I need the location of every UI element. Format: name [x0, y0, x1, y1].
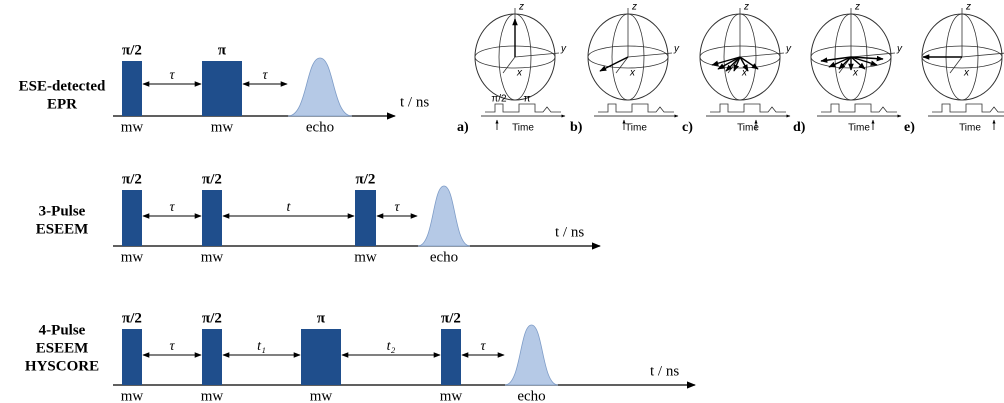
panel-label: a) [457, 120, 469, 135]
sequence-label: EPR [47, 96, 77, 112]
pulse [355, 190, 376, 246]
delay-label: τ [169, 200, 175, 215]
axis-name: x [963, 68, 970, 79]
pulse [441, 329, 461, 385]
panel-label: d) [793, 120, 806, 135]
y-axis [628, 53, 672, 57]
pulse [202, 190, 222, 246]
delay-label: t₁ [257, 339, 266, 354]
bloch-panel: zyxTimec) [682, 2, 792, 136]
sequence-label: ESEEM [36, 221, 89, 237]
time-label: Time [737, 123, 759, 134]
trace-pulse-label: π/2 [491, 94, 507, 105]
delay-label: t₂ [387, 339, 396, 354]
pulse-trace [710, 104, 786, 112]
time-label: Time [959, 123, 981, 134]
pulse-source: mw [121, 249, 144, 265]
delay-label: τ [262, 68, 268, 83]
pulse-source: mw [310, 388, 333, 403]
delay-label: τ [169, 339, 175, 354]
axis-name: z [518, 2, 524, 13]
time-label: Time [848, 123, 870, 134]
y-axis [962, 53, 1004, 57]
x-axis [503, 57, 515, 73]
echo-shape [505, 325, 558, 385]
axis-name: z [854, 2, 860, 13]
signal-label: echo [517, 388, 545, 403]
pulse [122, 329, 142, 385]
pulse [122, 190, 142, 246]
panel-label: e) [904, 120, 915, 135]
pulse [301, 329, 341, 385]
axis-name: x [516, 68, 523, 79]
axis-label: t / ns [555, 224, 584, 240]
axis-name: y [560, 44, 567, 55]
y-axis [851, 53, 895, 57]
y-axis [515, 53, 559, 57]
axis-name: z [965, 2, 971, 13]
sequence-label: 3-Pulse [39, 203, 86, 219]
pulse-trace [598, 104, 674, 112]
axis-label: t / ns [650, 363, 679, 379]
sequence-label: 4-Pulse [39, 322, 86, 338]
pulse-source: mw [440, 388, 463, 403]
pulse-source: mw [211, 119, 234, 135]
flip-angle: π/2 [122, 310, 142, 326]
flip-angle: π [317, 310, 326, 326]
axis-name: y [785, 44, 792, 55]
bloch-panel: z y x Time d) [793, 2, 903, 136]
bloch-panel: z y x π/2 π Time a) [457, 2, 567, 136]
pulse-source: mw [121, 119, 144, 135]
pulse [202, 329, 222, 385]
pulse-source: mw [121, 388, 144, 403]
pulse-source: mw [201, 249, 224, 265]
signal-label: echo [430, 249, 458, 265]
sequence-label: HYSCORE [25, 358, 99, 374]
axis-label: t / ns [400, 94, 429, 110]
delay-label: τ [394, 200, 400, 215]
trace-pulse-label: π [524, 94, 531, 105]
pulse [122, 61, 142, 116]
delay-label: τ [169, 68, 175, 83]
echo-shape [288, 58, 352, 116]
axis-name: y [896, 44, 903, 55]
delay-label: τ [480, 339, 486, 354]
pulse-source: mw [354, 249, 377, 265]
time-label: Time [512, 123, 534, 134]
flip-angle: π [218, 42, 227, 58]
sequence-label: ESE-detected [19, 78, 106, 94]
panel-label: c) [682, 120, 693, 135]
signal-label: echo [306, 119, 334, 135]
flip-angle: π/2 [356, 171, 376, 187]
axis-name: z [743, 2, 749, 13]
flip-angle: π/2 [122, 171, 142, 187]
pulse-trace [821, 104, 897, 112]
axis-name: x [629, 68, 636, 79]
x-axis [950, 57, 962, 73]
flip-angle: π/2 [441, 310, 461, 326]
time-label: Time [625, 123, 647, 134]
pulse-source: mw [201, 388, 224, 403]
flip-angle: π/2 [202, 310, 222, 326]
axis-name: z [631, 2, 637, 13]
pulse-trace [485, 104, 561, 112]
panel-label: b) [570, 120, 583, 135]
echo-shape [418, 186, 470, 246]
axis-name: y [673, 44, 680, 55]
axis-name: x [852, 68, 859, 79]
flip-angle: π/2 [122, 42, 142, 58]
magnetization-vector [600, 57, 628, 71]
bloch-panel: z y x Time b) [570, 2, 680, 136]
diagram: ESE-detected EPR t / ns echo π/2 mw π mw τ τ 3-Pul… [0, 0, 1004, 403]
bloch-panel: zyxTimee) [904, 2, 1004, 136]
flip-angle: π/2 [202, 171, 222, 187]
delay-label: t [287, 200, 292, 215]
y-axis [740, 53, 784, 57]
sequence-label: ESEEM [36, 340, 89, 356]
pulse-trace [932, 104, 1004, 112]
pulse [202, 61, 242, 116]
